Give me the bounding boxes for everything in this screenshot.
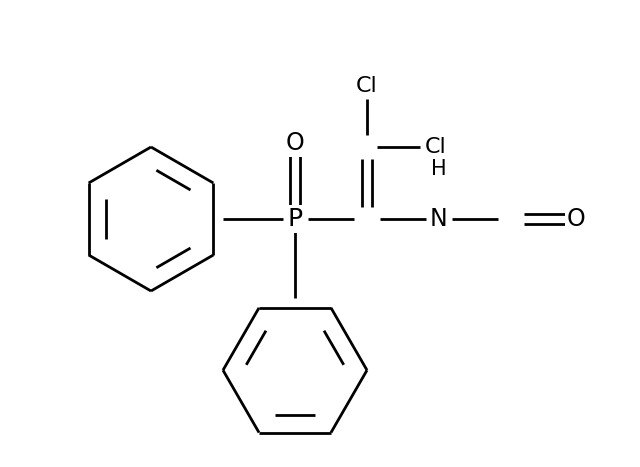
Text: N: N (430, 207, 448, 231)
Text: Cl: Cl (424, 137, 446, 157)
Text: P: P (287, 207, 303, 231)
Text: Cl: Cl (356, 76, 378, 96)
Text: O: O (285, 131, 305, 156)
Text: O: O (566, 207, 585, 231)
Text: H: H (431, 159, 447, 178)
